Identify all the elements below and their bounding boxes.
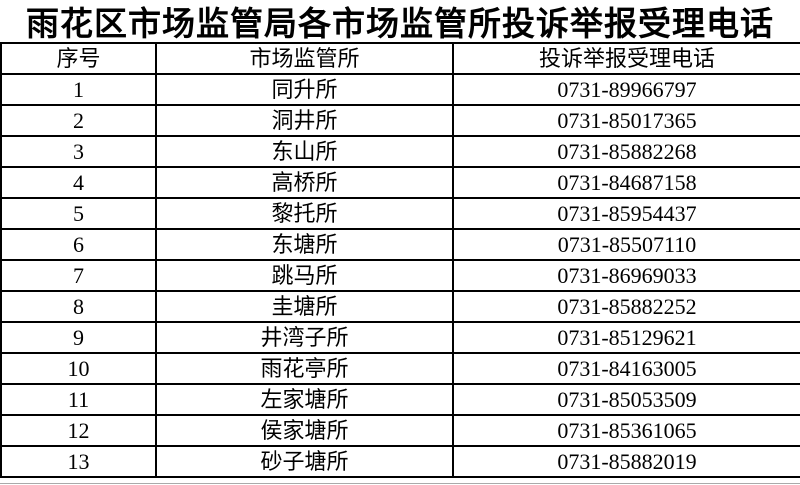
table-row: 11 左家塘所 0731-85053509 bbox=[0, 383, 800, 416]
table-row: 5 黎托所 0731-85954437 bbox=[0, 197, 800, 230]
row-number-cell: 12 bbox=[0, 414, 157, 447]
table-row: 13 砂子塘所 0731-85882019 bbox=[0, 445, 800, 478]
office-name-cell: 高桥所 bbox=[155, 166, 454, 199]
phone-number-cell: 0731-85882019 bbox=[452, 445, 800, 478]
table-row: 7 跳马所 0731-86969033 bbox=[0, 259, 800, 292]
office-name-cell: 左家塘所 bbox=[155, 383, 454, 416]
table-row: 12 侯家塘所 0731-85361065 bbox=[0, 414, 800, 447]
phone-number-cell: 0731-85129621 bbox=[452, 321, 800, 354]
phone-number-cell: 0731-86969033 bbox=[452, 259, 800, 292]
col-header-index: 序号 bbox=[0, 42, 157, 75]
office-name-cell: 井湾子所 bbox=[155, 321, 454, 354]
office-name-cell: 圭塘所 bbox=[155, 290, 454, 323]
office-name-cell: 东塘所 bbox=[155, 228, 454, 261]
phone-number-cell: 0731-85053509 bbox=[452, 383, 800, 416]
row-number-cell: 7 bbox=[0, 259, 157, 292]
table-row: 8 圭塘所 0731-85882252 bbox=[0, 290, 800, 323]
row-number-cell: 1 bbox=[0, 73, 157, 106]
office-name-cell: 侯家塘所 bbox=[155, 414, 454, 447]
office-name-cell: 跳马所 bbox=[155, 259, 454, 292]
row-number-cell: 10 bbox=[0, 352, 157, 385]
phone-number-cell: 0731-89966797 bbox=[452, 73, 800, 106]
cropped-next-row-border bbox=[0, 483, 800, 484]
office-name-cell: 洞井所 bbox=[155, 104, 454, 137]
phone-number-cell: 0731-85017365 bbox=[452, 104, 800, 137]
office-name-cell: 同升所 bbox=[155, 73, 454, 106]
table-row: 1 同升所 0731-89966797 bbox=[0, 73, 800, 106]
phone-number-cell: 0731-85361065 bbox=[452, 414, 800, 447]
row-number-cell: 4 bbox=[0, 166, 157, 199]
phone-number-cell: 0731-85507110 bbox=[452, 228, 800, 261]
row-number-cell: 6 bbox=[0, 228, 157, 261]
row-number-cell: 11 bbox=[0, 383, 157, 416]
row-number-cell: 5 bbox=[0, 197, 157, 230]
row-number-cell: 3 bbox=[0, 135, 157, 168]
page-title: 雨花区市场监管局各市场监管所投诉举报受理电话 bbox=[26, 7, 774, 43]
office-name-cell: 砂子塘所 bbox=[155, 445, 454, 478]
phone-number-cell: 0731-85882252 bbox=[452, 290, 800, 323]
row-number-cell: 2 bbox=[0, 104, 157, 137]
phone-number-cell: 0731-84163005 bbox=[452, 352, 800, 385]
office-name-cell: 雨花亭所 bbox=[155, 352, 454, 385]
table-row: 2 洞井所 0731-85017365 bbox=[0, 104, 800, 137]
row-number-cell: 13 bbox=[0, 445, 157, 478]
office-name-cell: 东山所 bbox=[155, 135, 454, 168]
table-body: 1 同升所 0731-89966797 2 洞井所 0731-85017365 … bbox=[0, 73, 800, 478]
table-row: 3 东山所 0731-85882268 bbox=[0, 135, 800, 168]
table-row: 4 高桥所 0731-84687158 bbox=[0, 166, 800, 199]
phone-number-cell: 0731-85882268 bbox=[452, 135, 800, 168]
row-number-cell: 8 bbox=[0, 290, 157, 323]
table-row: 6 东塘所 0731-85507110 bbox=[0, 228, 800, 261]
phone-table: 序号 市场监管所 投诉举报受理电话 1 同升所 0731-89966797 2 … bbox=[0, 42, 800, 478]
phone-number-cell: 0731-84687158 bbox=[452, 166, 800, 199]
row-number-cell: 9 bbox=[0, 321, 157, 354]
phone-number-cell: 0731-85954437 bbox=[452, 197, 800, 230]
table-row: 10 雨花亭所 0731-84163005 bbox=[0, 352, 800, 385]
table-row: 9 井湾子所 0731-85129621 bbox=[0, 321, 800, 354]
col-header-office: 市场监管所 bbox=[155, 42, 454, 75]
table-header-row: 序号 市场监管所 投诉举报受理电话 bbox=[0, 42, 800, 75]
col-header-phone: 投诉举报受理电话 bbox=[452, 42, 800, 75]
office-name-cell: 黎托所 bbox=[155, 197, 454, 230]
